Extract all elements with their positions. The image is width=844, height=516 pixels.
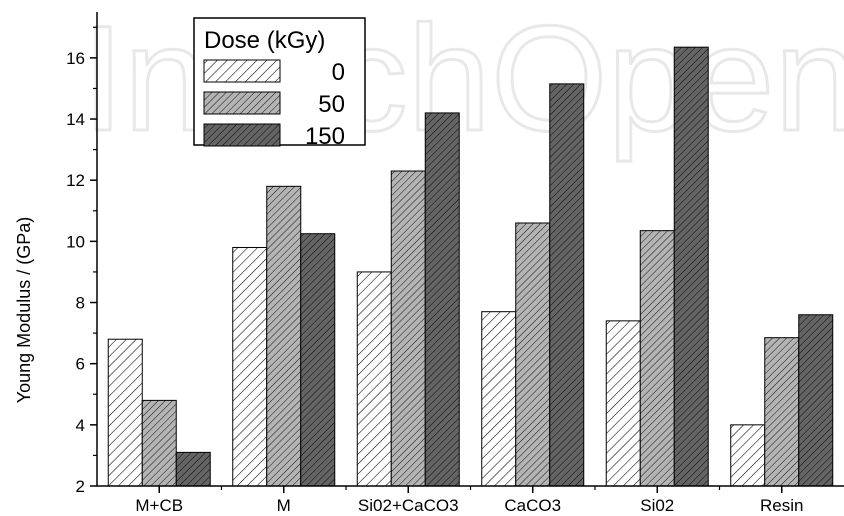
legend-label-0: 0 — [332, 59, 345, 86]
bar-m-dose-0 — [232, 246, 268, 487]
legend-items: 0 50 150 — [203, 59, 345, 150]
bar-si02-dose-150 — [673, 46, 709, 487]
axes-layer — [90, 12, 844, 493]
x-tick-label: M — [277, 496, 291, 515]
bar-caco3-dose-150 — [549, 83, 585, 487]
legend-title: Dose (kGy) — [204, 27, 325, 54]
bar-si02-caco3-dose-50 — [390, 170, 426, 487]
x-tick-label: Si02+CaCO3 — [358, 496, 459, 515]
bar-m-cb-dose-0 — [107, 338, 143, 487]
bar-resin-dose-0 — [730, 424, 766, 487]
bar-m-cb-dose-50 — [141, 399, 177, 487]
x-tick-label: CaCO3 — [504, 496, 561, 515]
y-tick-label: 14 — [66, 110, 85, 129]
bar-si02-caco3-dose-150 — [424, 112, 460, 487]
bar-caco3-dose-0 — [481, 311, 517, 487]
labels-layer: 2 4 6 8 10 12 14 16 M+CB M Si02+CaCO3 CaCO3 Si02 Resi… — [66, 49, 803, 515]
y-axis-title: Young Modulus / (GPa) — [14, 217, 34, 403]
legend-swatch-0 — [203, 59, 281, 83]
x-tick-label: Resin — [760, 496, 803, 515]
bar-m-dose-50 — [266, 185, 302, 487]
bar-resin-dose-50 — [764, 337, 800, 487]
y-tick-label: 4 — [76, 416, 85, 435]
bar-resin-dose-150 — [798, 314, 834, 487]
y-tick-label: 8 — [76, 294, 85, 313]
legend-swatch-150 — [203, 123, 281, 147]
legend: Dose (kGy) 0 50 150 — [193, 17, 366, 150]
legend-swatch-50 — [203, 91, 281, 115]
bar-m-cb-dose-150 — [175, 451, 211, 487]
bar-si02-caco3-dose-0 — [356, 271, 392, 487]
legend-label-150: 150 — [305, 123, 345, 150]
legend-label-50: 50 — [318, 91, 345, 118]
y-tick-label: 6 — [76, 355, 85, 374]
bar-m-dose-150 — [300, 233, 336, 487]
y-tick-label: 12 — [66, 171, 85, 190]
x-tick-label: Si02 — [640, 496, 674, 515]
y-tick-label: 2 — [76, 477, 85, 496]
bar-si02-dose-0 — [605, 320, 641, 487]
y-tick-label: 16 — [66, 49, 85, 68]
bars-layer — [107, 46, 834, 487]
bar-caco3-dose-50 — [515, 222, 551, 487]
bar-si02-dose-50 — [639, 230, 675, 487]
x-tick-label: M+CB — [135, 496, 183, 515]
y-tick-label: 10 — [66, 232, 85, 251]
